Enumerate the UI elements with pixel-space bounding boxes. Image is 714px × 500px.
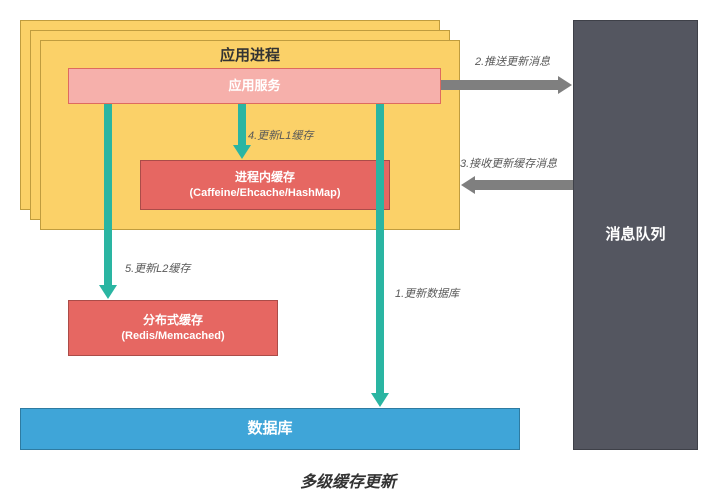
- label-e4: 4.更新L1缓存: [248, 127, 313, 143]
- process-cache-label1: 进程内缓存: [235, 170, 295, 186]
- process-cache-node: 进程内缓存 (Caffeine/Ehcache/HashMap): [140, 160, 390, 210]
- arrow-e5-head: [99, 285, 117, 299]
- dist-cache-label1: 分布式缓存: [143, 313, 203, 329]
- mq-label: 消息队列: [605, 225, 665, 245]
- mq-node: 消息队列: [573, 20, 698, 450]
- label-e2: 2.推送更新消息: [475, 53, 550, 69]
- label-e5: 5.更新L2缓存: [125, 260, 190, 276]
- label-e1: 1.更新数据库: [395, 285, 459, 301]
- app-service-label: 应用服务: [228, 78, 280, 95]
- arrow-e3-head: [461, 176, 475, 194]
- arrow-e5: [104, 104, 112, 286]
- dist-cache-label2: (Redis/Memcached): [121, 329, 224, 343]
- database-node: 数据库: [20, 408, 520, 450]
- arrow-e2: [441, 80, 559, 90]
- database-label: 数据库: [247, 419, 292, 439]
- label-e3: 3.接收更新缓存消息: [460, 155, 557, 171]
- arrow-e3: [474, 180, 573, 190]
- arrow-e1: [376, 104, 384, 394]
- diagram-caption: 多级缓存更新: [300, 468, 396, 492]
- app-service-node: 应用服务: [68, 68, 441, 104]
- dist-cache-node: 分布式缓存 (Redis/Memcached): [68, 300, 278, 356]
- process-stack-title: 应用进程: [41, 41, 459, 66]
- process-cache-label2: (Caffeine/Ehcache/HashMap): [190, 186, 341, 200]
- arrow-e2-head: [558, 76, 572, 94]
- arrow-e4-head: [233, 145, 251, 159]
- arrow-e1-head: [371, 393, 389, 407]
- arrow-e4: [238, 104, 246, 146]
